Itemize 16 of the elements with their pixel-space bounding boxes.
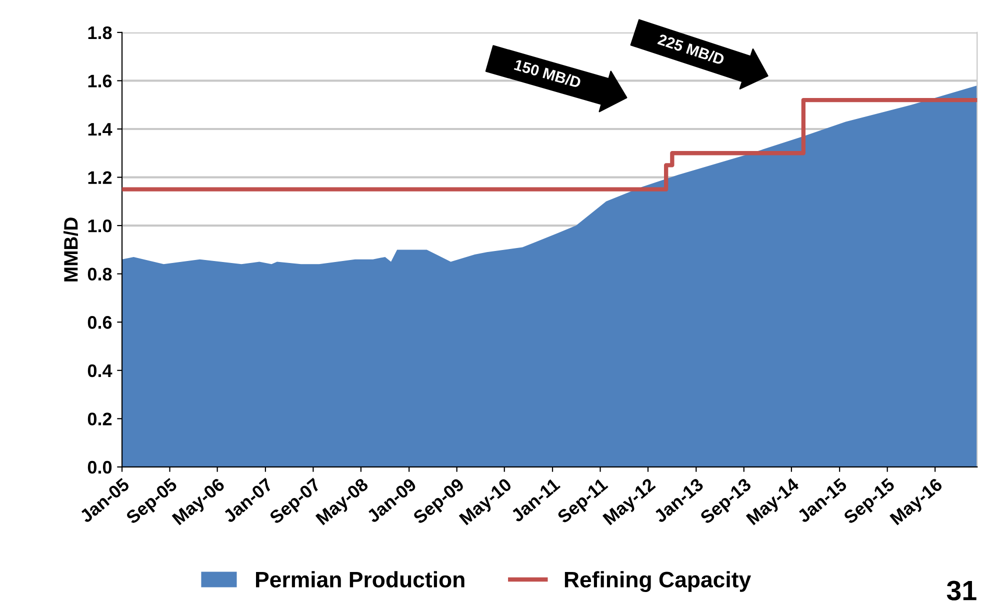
annotation: 150 MB/D bbox=[514, 58, 582, 88]
y-tick-label: 0.2 bbox=[88, 412, 112, 426]
y-axis-title: MMB/D bbox=[64, 218, 78, 282]
annotation: 225 MB/D bbox=[657, 33, 726, 66]
text: 31 bbox=[946, 580, 976, 600]
y-tick-label: 1.4 bbox=[88, 123, 112, 136]
legend-label: Permian Production bbox=[256, 571, 464, 588]
y-tick-label: 0.4 bbox=[88, 364, 112, 378]
legend-label: Refining Capacity bbox=[564, 571, 752, 592]
y-tick-label: 1.0 bbox=[88, 219, 112, 232]
y-tick-label: 0.6 bbox=[88, 316, 112, 329]
y-tick-label: 1.2 bbox=[88, 171, 112, 184]
y-tick-label: 0.8 bbox=[88, 268, 112, 281]
y-tick-label: 1.6 bbox=[88, 74, 112, 88]
y-tick-label: 0.0 bbox=[88, 460, 112, 474]
y-tick-label: 1.8 bbox=[88, 26, 112, 40]
